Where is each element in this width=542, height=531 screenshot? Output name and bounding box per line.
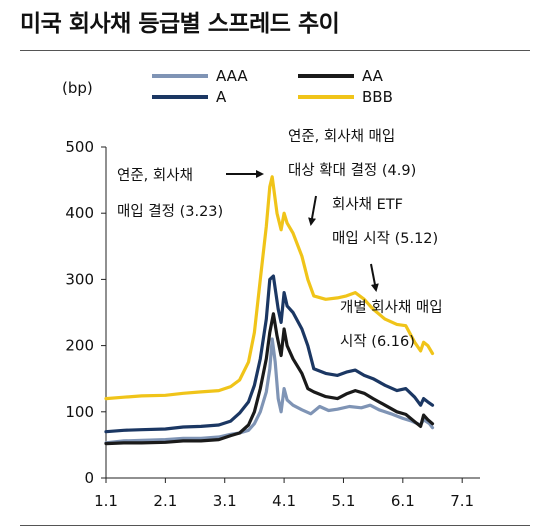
series-line-aa [104,312,435,446]
bottom-divider [20,525,530,526]
y-tick-label: 500 [65,138,94,156]
legend-label-bbb: BBB [362,88,393,106]
annotation-1-line-1: 연준, 회사채 [117,167,193,184]
chart-legend: AAA AAA BBB [152,67,393,106]
y-tick-label: 200 [65,337,94,355]
legend-label-a: A [216,88,227,106]
x-tick-label: 1.1 [94,492,118,510]
x-tick-label: 6.1 [391,492,415,510]
legend-label-aaa: AAA [216,67,248,85]
x-tick-label: 3.1 [213,492,237,510]
y-tick-label: 0 [84,469,94,487]
title-divider [20,50,530,51]
annotation-arrow-3 [370,263,379,292]
x-tick-label: 2.1 [153,492,177,510]
y-tick-label: 100 [65,403,94,421]
annotation-4-line-2: 시작 (6.16) [340,333,415,350]
chart-axes: 0 100 200 300 400 500 (bp) 1.1 2.1 3.1 4.1 5.1 6.1 7.… [62,79,480,510]
x-tick-label: 4.1 [272,492,296,510]
series-line-a [104,274,435,434]
annotation-4-line-1: 개별 회사채 매입 [340,299,443,316]
y-axis-unit-label: (bp) [62,79,93,97]
annotation-3-line-2: 매입 시작 (5.12) [332,230,438,247]
chart-series [104,175,435,446]
series-line-bbb [104,175,435,401]
annotation-3-line-1: 회사채 ETF [332,196,403,213]
annotation-1-line-2: 매입 결정 (3.23) [117,203,223,220]
y-tick-label: 400 [65,204,94,222]
series-line-aaa [104,337,435,445]
x-tick-label: 5.1 [332,492,356,510]
x-tick-label: 7.1 [450,492,474,510]
annotation-arrow-2 [308,195,317,226]
annotation-2-line-2: 대상 확대 결정 (4.9) [288,162,416,179]
annotation-2-line-1: 연준, 회사채 매입 [288,128,395,145]
y-tick-label: 300 [65,270,94,288]
legend-label-aa: AA [362,67,384,85]
chart-title: 미국 회사채 등급별 스프레드 추이 [20,11,340,37]
